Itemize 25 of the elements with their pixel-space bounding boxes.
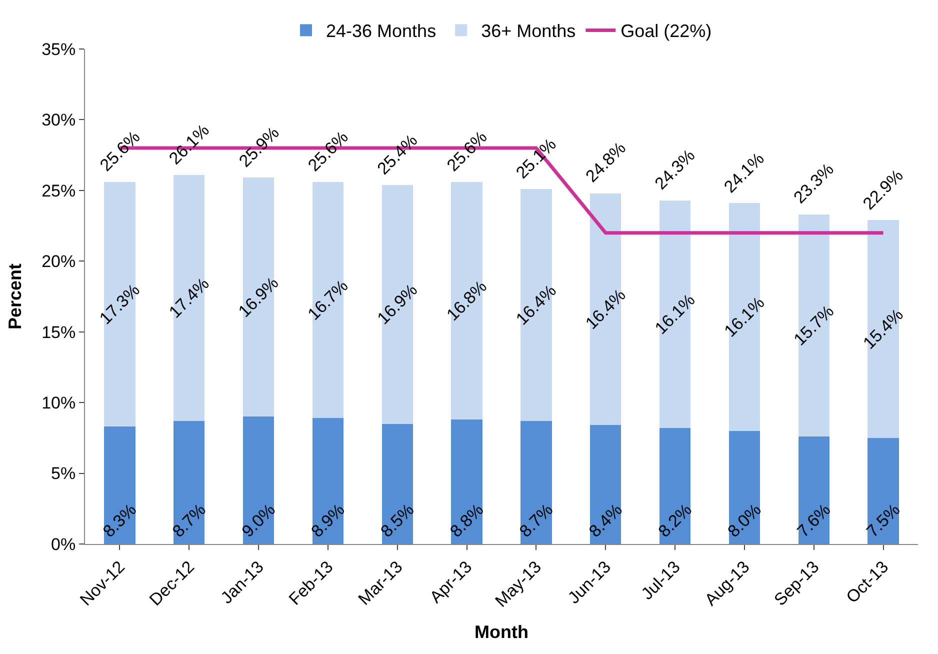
y-tick-label: 15% [42,322,76,342]
y-tick-label: 0% [51,534,76,554]
bar [659,428,691,544]
y-tick-label: 20% [42,252,76,272]
bar [520,420,552,544]
y-tick-label: 10% [42,394,76,413]
bar [798,436,830,544]
y-tick-label: 35% [42,40,76,59]
bar [590,425,622,544]
bar [174,420,205,544]
y-axis-title: Percent [4,263,25,330]
bar [451,420,482,544]
y-tick-label: 30% [42,110,76,130]
bar [242,416,274,544]
legend-label: Goal (22%) [620,21,712,42]
bar [104,426,136,544]
legend-label: 36+ Months [481,21,576,42]
y-tick-label: 5% [51,464,76,484]
y-tick-label: 25% [42,181,76,200]
legend-label: 24-36 Months [326,21,436,42]
bar [728,430,760,544]
x-axis-title: Month [474,622,528,642]
bar [382,424,413,544]
bar [312,418,344,544]
bar [868,438,899,544]
